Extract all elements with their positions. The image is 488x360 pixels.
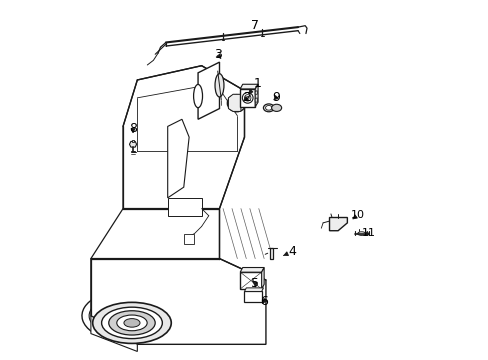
Ellipse shape [271,104,281,111]
Polygon shape [240,272,261,289]
Polygon shape [240,84,258,89]
Ellipse shape [193,85,202,108]
Text: 6: 6 [260,295,267,308]
Text: 9: 9 [272,91,280,104]
Text: 11: 11 [361,228,375,238]
Polygon shape [269,248,272,258]
Ellipse shape [233,100,239,106]
Polygon shape [261,267,264,289]
Ellipse shape [102,307,162,339]
Ellipse shape [215,74,224,97]
Ellipse shape [265,105,271,110]
Polygon shape [183,234,194,244]
Text: 7: 7 [250,19,258,32]
Polygon shape [244,288,263,292]
Polygon shape [91,316,137,351]
Polygon shape [240,267,264,272]
Text: 1: 1 [248,77,262,94]
Polygon shape [167,119,189,198]
Polygon shape [244,292,261,302]
Ellipse shape [93,302,171,343]
Polygon shape [228,94,241,111]
Ellipse shape [123,319,140,327]
Polygon shape [91,258,265,344]
Ellipse shape [117,315,147,331]
Polygon shape [329,217,346,231]
Ellipse shape [227,95,245,112]
Polygon shape [129,141,136,147]
Text: 2: 2 [243,91,251,104]
Polygon shape [123,66,244,208]
Polygon shape [198,62,219,119]
Polygon shape [240,89,255,107]
Polygon shape [255,91,257,94]
Polygon shape [167,198,201,216]
Polygon shape [255,84,258,107]
Text: 8: 8 [129,122,137,135]
Polygon shape [255,98,257,102]
Text: 4: 4 [283,245,296,258]
Ellipse shape [108,311,155,335]
Ellipse shape [263,104,274,112]
Text: 3: 3 [213,48,221,61]
Text: 10: 10 [350,210,365,220]
Text: 5: 5 [251,277,259,290]
Polygon shape [131,140,134,142]
